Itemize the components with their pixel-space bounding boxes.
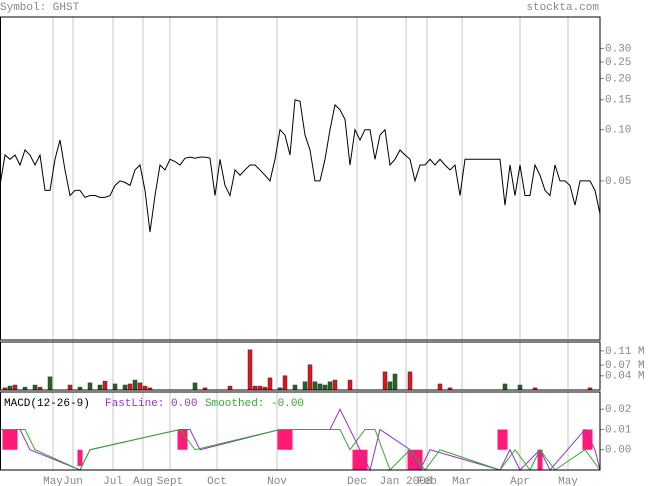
macd-histogram-bar: [357, 449, 363, 470]
y-tick-label: 0.02: [605, 404, 631, 416]
macd-line: [0, 428, 601, 471]
y-tick-label: 0.20: [605, 73, 631, 85]
x-tick-label: Feb: [417, 476, 437, 486]
x-tick-label: Dec: [347, 476, 367, 486]
macd-histogram-bar: [282, 429, 288, 450]
macd-histogram-bar: [77, 449, 83, 466]
volume-bar: [517, 384, 523, 391]
macd-histogram-bar: [407, 449, 413, 470]
macd-histogram-bar: [2, 429, 8, 450]
macd-title: MACD(12-26-9): [4, 398, 90, 410]
volume-bar: [252, 385, 258, 391]
symbol-label: Symbol: GHST: [0, 2, 80, 14]
volume-bar: [302, 381, 308, 391]
x-tick-label: May: [558, 476, 578, 486]
y-tick-label: 0.15: [605, 95, 631, 107]
volume-bar: [322, 384, 328, 391]
y-tick-label: 0.07 M: [605, 360, 645, 372]
volume-bar: [127, 383, 133, 391]
macd-histogram-bar: [7, 429, 13, 450]
price-line: [0, 99, 601, 233]
volume-bar: [502, 383, 508, 391]
x-tick-label: Aug: [133, 476, 153, 486]
volume-bar: [267, 377, 273, 391]
volume-bar: [137, 382, 143, 391]
x-tick-label: Nov: [267, 476, 287, 486]
x-tick-label: Jul: [103, 476, 123, 486]
volume-bar: [247, 349, 253, 391]
macd-histogram-bar: [497, 429, 503, 450]
volume-bar: [437, 383, 443, 391]
macd-histogram-bar: [502, 429, 508, 450]
macd-histogram-bar: [352, 449, 358, 470]
y-tick-label: 0.00: [605, 445, 631, 457]
volume-bar: [257, 385, 263, 391]
y-tick-label: 0.11 M: [605, 346, 645, 358]
panel-frame: [0, 391, 601, 471]
volume-bar: [192, 382, 198, 391]
volume-bar: [102, 380, 108, 391]
macd-histogram-bar: [12, 429, 18, 450]
volume-bar: [332, 379, 338, 391]
volume-bar: [12, 384, 18, 391]
macd-histogram-bar: [177, 429, 183, 450]
legend-entry: Smoothed: -0.00: [205, 398, 304, 410]
macd-histogram-bar: [287, 429, 293, 450]
volume-bar: [227, 385, 233, 391]
volume-bar: [132, 379, 138, 391]
volume-bar: [317, 383, 323, 391]
legend-entry: FastLine: 0.00: [105, 398, 197, 410]
volume-bar: [7, 385, 13, 391]
volume-bar: [327, 381, 333, 391]
volume-bar: [67, 384, 73, 391]
volume-bar: [32, 384, 38, 391]
volume-bar: [307, 364, 313, 391]
site-label: stockta.com: [526, 2, 599, 14]
volume-bar: [122, 384, 128, 391]
y-tick-label: 0.04 M: [605, 371, 645, 383]
volume-bar: [112, 383, 118, 391]
panel-frame: [0, 16, 601, 341]
volume-bar: [347, 379, 353, 391]
y-tick-label: 0.10: [605, 125, 631, 137]
x-tick-label: May: [43, 476, 63, 486]
y-tick-label: 0.30: [605, 43, 631, 55]
volume-bar: [407, 371, 413, 391]
x-tick-label: Mar: [452, 476, 472, 486]
macd-histogram-bar: [582, 429, 588, 450]
volume-bar: [87, 382, 93, 391]
macd-histogram-bar: [537, 449, 543, 470]
x-tick-label: Apr: [510, 476, 530, 486]
x-tick-label: Jan 2008: [380, 476, 433, 486]
x-tick-label: Jun: [63, 476, 83, 486]
macd-histogram-bar: [182, 429, 188, 450]
y-tick-label: 0.01: [605, 424, 632, 436]
x-tick-label: Sept: [157, 476, 183, 486]
volume-bar: [392, 373, 398, 391]
volume-bar: [292, 384, 298, 391]
volume-bar: [382, 371, 388, 391]
volume-bar: [282, 375, 288, 391]
panel-frame: [0, 341, 601, 391]
macd-histogram-bar: [277, 429, 283, 450]
y-tick-label: 0.25: [605, 57, 631, 69]
x-tick-label: Oct: [207, 476, 227, 486]
volume-bar: [312, 381, 318, 391]
volume-bar: [47, 376, 53, 391]
volume-bar: [97, 384, 103, 391]
volume-bar: [387, 381, 393, 391]
volume-bar: [142, 385, 148, 391]
macd-histogram-bar: [417, 449, 423, 470]
y-tick-label: 0.05: [605, 176, 631, 188]
